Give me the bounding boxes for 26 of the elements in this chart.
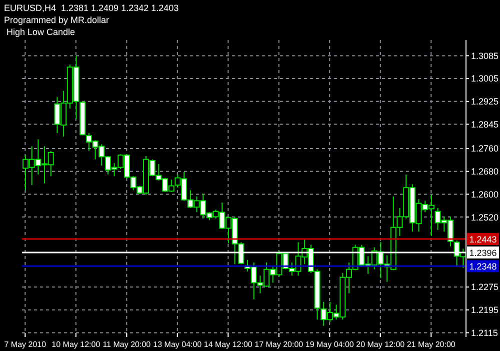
text: EURUSD,H4 1.2381 1.2409 1.2342 1.2403 xyxy=(4,2,179,14)
y-tick-label: 1.2925 xyxy=(471,96,499,107)
y-tick-label: 1.2760 xyxy=(471,144,499,154)
x-tick-label: 13 May 04:00 xyxy=(153,340,202,349)
y-tick-label: 1.3085 xyxy=(471,50,499,61)
text: Programmed by MR.dollar xyxy=(4,14,110,26)
ref-line-label: 1.2396 xyxy=(469,248,497,258)
ref-line-label: 1.2443 xyxy=(469,234,497,245)
y-tick-label: 1.2275 xyxy=(471,282,499,292)
x-tick-label: 11 May 20:00 xyxy=(102,340,152,349)
y-tick-label: 1.2845 xyxy=(471,119,499,130)
y-tick-label: 1.3005 xyxy=(471,74,499,84)
x-tick-label: 7 May 2010 xyxy=(4,340,47,349)
y-tick-label: 1.2600 xyxy=(471,189,499,200)
x-tick-label: 17 May 20:00 xyxy=(254,340,304,349)
y-tick-label: 1.2680 xyxy=(471,166,499,177)
x-tick-label: 14 May 12:00 xyxy=(204,340,253,349)
y-tick-label: 1.2115 xyxy=(471,328,498,338)
y-tick-label: 1.2195 xyxy=(471,305,499,316)
text: High Low Candle xyxy=(6,26,76,38)
y-tick-label: 1.2520 xyxy=(471,212,499,222)
x-tick-label: 20 May 12:00 xyxy=(356,340,406,349)
x-tick-label: 10 May 12:00 xyxy=(52,340,101,349)
x-tick-label: 19 May 04:00 xyxy=(305,340,354,349)
ref-line-label: 1.2348 xyxy=(469,262,497,272)
x-tick-label: 21 May 20:00 xyxy=(406,340,456,349)
